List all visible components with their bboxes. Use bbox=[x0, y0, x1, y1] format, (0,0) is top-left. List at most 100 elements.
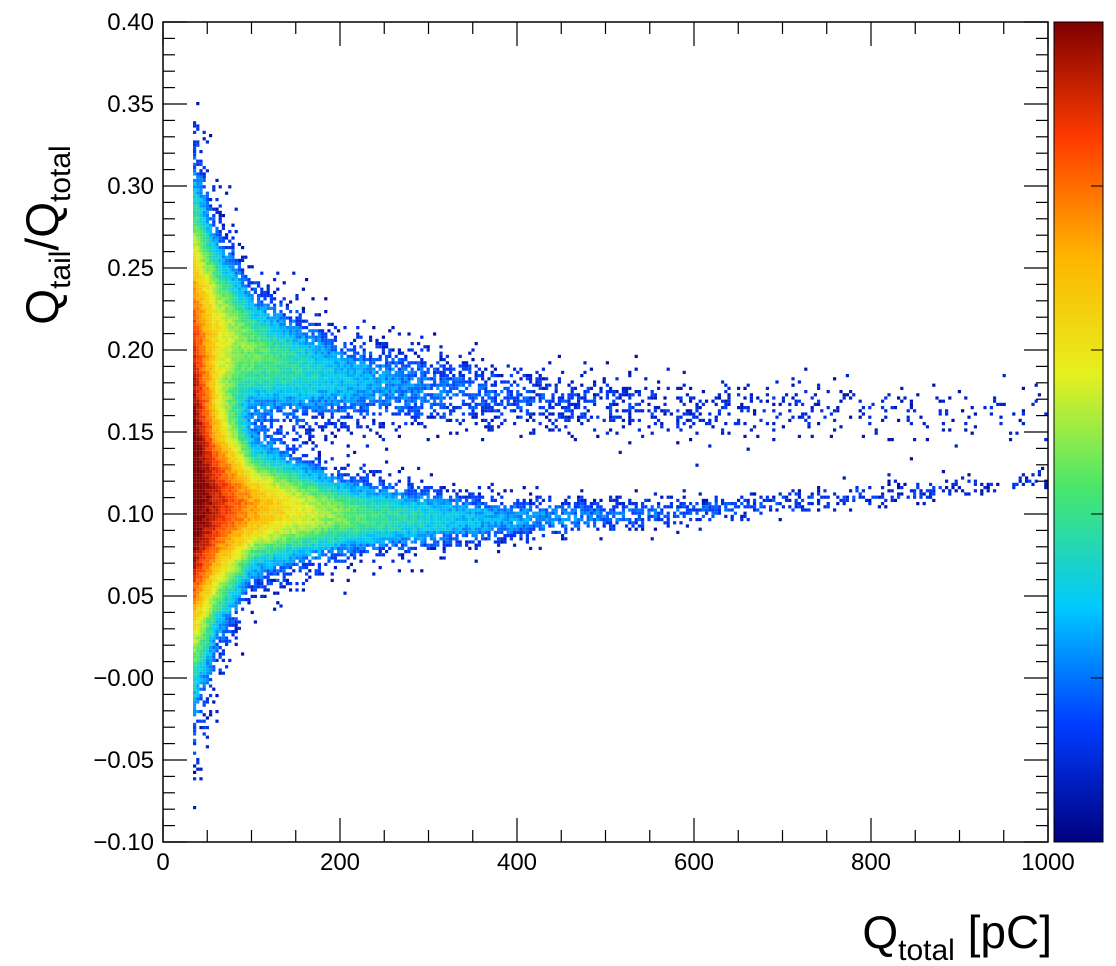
density-cell bbox=[314, 537, 318, 541]
density-cell bbox=[212, 457, 216, 461]
density-cell bbox=[340, 482, 344, 486]
density-cell bbox=[193, 428, 197, 432]
density-cell bbox=[273, 511, 277, 515]
density-cell bbox=[308, 514, 312, 518]
density-cell bbox=[250, 508, 254, 512]
density-cell bbox=[218, 620, 222, 624]
density-cell bbox=[266, 518, 270, 522]
density-cell bbox=[324, 492, 328, 496]
density-cell bbox=[202, 655, 206, 659]
density-cell bbox=[346, 425, 350, 429]
density-cell bbox=[282, 457, 286, 461]
density-cell bbox=[359, 498, 363, 502]
density-cell bbox=[269, 326, 273, 330]
density-cell bbox=[215, 281, 219, 285]
density-cell bbox=[260, 566, 264, 570]
density-cell bbox=[250, 585, 254, 589]
density-cell bbox=[330, 351, 334, 355]
density-cell bbox=[327, 546, 331, 550]
density-cell bbox=[196, 172, 200, 176]
density-cell bbox=[356, 521, 360, 525]
density-cell bbox=[330, 550, 334, 554]
density-cell bbox=[225, 268, 229, 272]
density-cell bbox=[241, 556, 245, 560]
density-cell bbox=[205, 418, 209, 422]
density-cell bbox=[202, 425, 206, 429]
density-cell bbox=[218, 655, 222, 659]
density-cell bbox=[241, 508, 245, 512]
density-cell bbox=[337, 498, 341, 502]
density-cell bbox=[365, 409, 369, 413]
density-cell bbox=[317, 486, 321, 490]
density-cell bbox=[205, 726, 209, 730]
density-cell bbox=[205, 534, 209, 538]
density-cell bbox=[221, 610, 225, 614]
density-cell bbox=[218, 210, 222, 214]
density-cell bbox=[369, 482, 373, 486]
density-cell bbox=[260, 476, 264, 480]
density-cell bbox=[215, 470, 219, 474]
density-cell bbox=[365, 383, 369, 387]
density-cell bbox=[202, 415, 206, 419]
density-cell bbox=[298, 351, 302, 355]
density-cell bbox=[279, 425, 283, 429]
density-cell bbox=[237, 569, 241, 573]
density-cell bbox=[269, 361, 273, 365]
density-cell bbox=[263, 290, 267, 294]
density-cell bbox=[241, 492, 245, 496]
density-cell bbox=[221, 239, 225, 243]
density-cell bbox=[199, 585, 203, 589]
density-cell bbox=[234, 396, 238, 400]
density-cell bbox=[305, 553, 309, 557]
density-cell bbox=[305, 473, 309, 477]
density-cell bbox=[330, 527, 334, 531]
density-cell bbox=[253, 351, 257, 355]
density-cell bbox=[215, 524, 219, 528]
density-cell bbox=[231, 479, 235, 483]
density-cell bbox=[266, 329, 270, 333]
density-cell bbox=[244, 313, 248, 317]
density-cell bbox=[327, 329, 331, 333]
density-cell bbox=[228, 550, 232, 554]
density-cell bbox=[228, 258, 232, 262]
density-cell bbox=[253, 335, 257, 339]
density-cell bbox=[253, 412, 257, 416]
density-cell bbox=[228, 444, 232, 448]
density-cell bbox=[311, 332, 315, 336]
density-cell bbox=[298, 470, 302, 474]
density-cell bbox=[282, 495, 286, 499]
density-cell bbox=[253, 364, 257, 368]
density-cell bbox=[225, 447, 229, 451]
density-cell bbox=[237, 585, 241, 589]
density-cell bbox=[314, 399, 318, 403]
density-cell bbox=[317, 348, 321, 352]
density-cell bbox=[241, 566, 245, 570]
density-cell bbox=[218, 274, 222, 278]
density-cell bbox=[295, 479, 299, 483]
density-cell bbox=[321, 329, 325, 333]
density-cell bbox=[324, 537, 328, 541]
density-cell bbox=[337, 390, 341, 394]
density-cell bbox=[221, 294, 225, 298]
density-cell bbox=[314, 534, 318, 538]
density-cell bbox=[295, 374, 299, 378]
density-cell bbox=[263, 508, 267, 512]
density-cell bbox=[221, 476, 225, 480]
density-cell bbox=[231, 594, 235, 598]
density-cell bbox=[193, 694, 197, 698]
density-cell bbox=[324, 332, 328, 336]
density-cell bbox=[321, 572, 325, 576]
density-cell bbox=[295, 310, 299, 314]
density-cell bbox=[221, 607, 225, 611]
density-cell bbox=[241, 530, 245, 534]
density-cell bbox=[346, 377, 350, 381]
density-cell bbox=[282, 281, 286, 285]
density-cell bbox=[308, 399, 312, 403]
density-cell bbox=[257, 537, 261, 541]
density-cell bbox=[292, 326, 296, 330]
density-cell bbox=[295, 358, 299, 362]
density-cell bbox=[292, 386, 296, 390]
density-cell bbox=[276, 364, 280, 368]
density-cell bbox=[209, 591, 213, 595]
